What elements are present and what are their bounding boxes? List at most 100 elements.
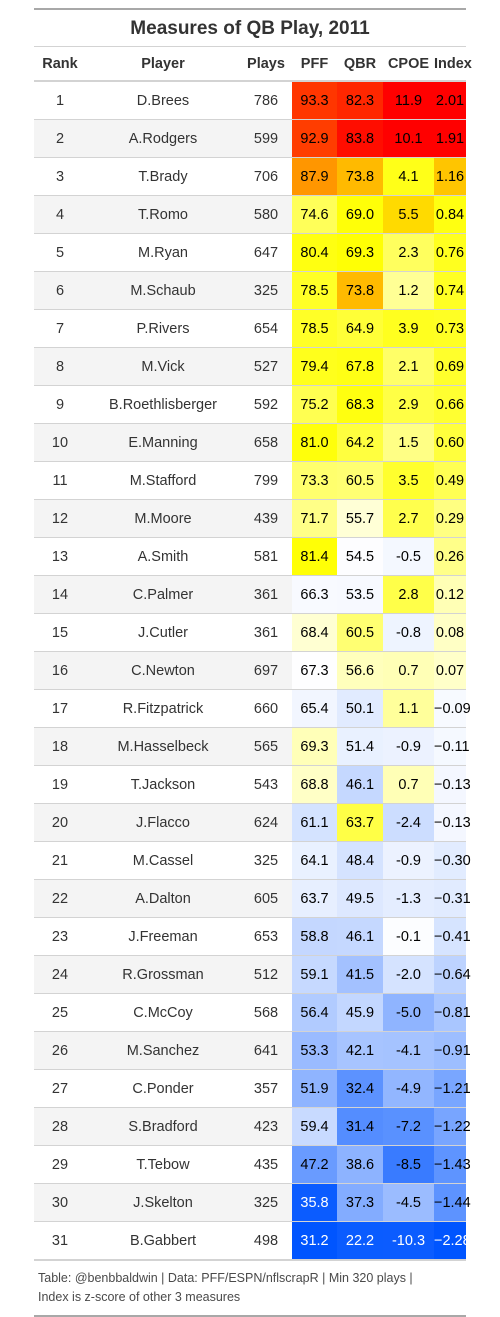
table-row: 22 A.Dalton 605 63.7 49.5 -1.3 −0.31: [34, 879, 471, 918]
cell-cpoe: -0.9: [383, 841, 434, 880]
cell-qbr: 38.6: [337, 1145, 383, 1184]
cell-qbr: 67.8: [337, 347, 383, 386]
cell-cpoe: -1.3: [383, 879, 434, 918]
cell-index: 0.84: [434, 195, 466, 234]
cell-plays: 706: [240, 157, 292, 196]
cell-rank: 26: [34, 1031, 86, 1070]
cell-pff: 68.8: [292, 765, 337, 804]
cell-rank: 27: [34, 1069, 86, 1108]
table-title: Measures of QB Play, 2011: [34, 10, 466, 47]
cell-index: −2.28: [434, 1221, 471, 1259]
cell-qbr: 64.9: [337, 309, 383, 348]
cell-pff: 81.0: [292, 423, 337, 462]
cell-index: 0.60: [434, 423, 466, 462]
cell-pff: 79.4: [292, 347, 337, 386]
cell-player: M.Ryan: [86, 233, 240, 272]
cell-plays: 624: [240, 803, 292, 842]
table-row: 18 M.Hasselbeck 565 69.3 51.4 -0.9 −0.11: [34, 727, 470, 766]
cell-qbr: 48.4: [337, 841, 383, 880]
cell-pff: 75.2: [292, 385, 337, 424]
cell-plays: 439: [240, 499, 292, 538]
cell-rank: 19: [34, 765, 86, 804]
cell-index: −1.21: [434, 1069, 471, 1108]
col-header-qbr: QBR: [337, 47, 383, 82]
cell-plays: 361: [240, 575, 292, 614]
cell-player: M.Moore: [86, 499, 240, 538]
cell-index: −1.44: [434, 1183, 471, 1222]
cell-player: C.McCoy: [86, 993, 240, 1032]
cell-qbr: 45.9: [337, 993, 383, 1032]
cell-cpoe: -2.4: [383, 803, 434, 842]
col-header-plays: Plays: [240, 47, 292, 82]
cell-qbr: 56.6: [337, 651, 383, 690]
cell-index: 1.91: [434, 119, 466, 158]
cell-pff: 66.3: [292, 575, 337, 614]
cell-qbr: 46.1: [337, 765, 383, 804]
table-row: 8 M.Vick 527 79.4 67.8 2.1 0.69: [34, 347, 466, 386]
cell-rank: 17: [34, 689, 86, 728]
cell-rank: 12: [34, 499, 86, 538]
cell-pff: 63.7: [292, 879, 337, 918]
cell-plays: 435: [240, 1145, 292, 1184]
cell-cpoe: 2.3: [383, 233, 434, 272]
cell-player: J.Flacco: [86, 803, 240, 842]
cell-pff: 56.4: [292, 993, 337, 1032]
cell-rank: 29: [34, 1145, 86, 1184]
table-row: 19 T.Jackson 543 68.8 46.1 0.7 −0.13: [34, 765, 471, 804]
footer-line-2: Index is z-score of other 3 measures: [38, 1290, 241, 1304]
cell-cpoe: 2.8: [383, 575, 434, 614]
cell-plays: 423: [240, 1107, 292, 1146]
cell-rank: 21: [34, 841, 86, 880]
cell-player: T.Brady: [86, 157, 240, 196]
cell-index: 0.76: [434, 233, 466, 272]
cell-pff: 58.8: [292, 917, 337, 956]
cell-qbr: 55.7: [337, 499, 383, 538]
cell-qbr: 49.5: [337, 879, 383, 918]
cell-pff: 93.3: [292, 81, 337, 120]
cell-pff: 67.3: [292, 651, 337, 690]
cell-cpoe: -10.3: [383, 1221, 434, 1259]
cell-qbr: 22.2: [337, 1221, 383, 1259]
cell-pff: 61.1: [292, 803, 337, 842]
cell-plays: 543: [240, 765, 292, 804]
cell-pff: 64.1: [292, 841, 337, 880]
cell-player: P.Rivers: [86, 309, 240, 348]
cell-cpoe: 4.1: [383, 157, 434, 196]
table-row: 9 B.Roethlisberger 592 75.2 68.3 2.9 0.66: [34, 385, 466, 424]
cell-pff: 74.6: [292, 195, 337, 234]
cell-rank: 4: [34, 195, 86, 234]
cell-qbr: 37.3: [337, 1183, 383, 1222]
cell-player: T.Romo: [86, 195, 240, 234]
table-row: 26 M.Sanchez 641 53.3 42.1 -4.1 −0.91: [34, 1031, 471, 1070]
cell-cpoe: 3.5: [383, 461, 434, 500]
cell-plays: 527: [240, 347, 292, 386]
cell-pff: 87.9: [292, 157, 337, 196]
cell-index: −0.91: [434, 1031, 471, 1070]
cell-cpoe: -0.5: [383, 537, 434, 576]
cell-cpoe: -5.0: [383, 993, 434, 1032]
cell-plays: 658: [240, 423, 292, 462]
cell-pff: 73.3: [292, 461, 337, 500]
table-row: 4 T.Romo 580 74.6 69.0 5.5 0.84: [34, 195, 466, 234]
cell-index: 0.26: [434, 537, 466, 576]
cell-cpoe: 11.9: [383, 81, 434, 120]
table-row: 17 R.Fitzpatrick 660 65.4 50.1 1.1 −0.09: [34, 689, 471, 728]
table-row: 31 B.Gabbert 498 31.2 22.2 -10.3 −2.28: [34, 1221, 471, 1259]
table-row: 24 R.Grossman 512 59.1 41.5 -2.0 −0.64: [34, 955, 471, 994]
cell-plays: 786: [253, 92, 279, 109]
cell-pff: 59.1: [292, 955, 337, 994]
cell-cpoe: -0.9: [383, 727, 434, 766]
table-row: 3 T.Brady 706 87.9 73.8 4.1 1.16: [34, 157, 466, 196]
table-row: 30 J.Skelton 325 35.8 37.3 -4.5 −1.44: [34, 1183, 471, 1222]
cell-player: A.Smith: [86, 537, 240, 576]
cell-rank: 1: [55, 92, 65, 109]
cell-rank: 10: [34, 423, 86, 462]
cell-qbr: 41.5: [337, 955, 383, 994]
cell-plays: 660: [240, 689, 292, 728]
table-row: 2 A.Rodgers 599 92.9 83.8 10.1 1.91: [34, 119, 466, 158]
cell-index: −0.41: [434, 917, 471, 956]
table-row: 20 J.Flacco 624 61.1 63.7 -2.4 −0.13: [34, 803, 471, 842]
cell-pff: 78.5: [292, 271, 337, 310]
cell-cpoe: -0.8: [383, 613, 434, 652]
cell-player: M.Sanchez: [86, 1031, 240, 1070]
